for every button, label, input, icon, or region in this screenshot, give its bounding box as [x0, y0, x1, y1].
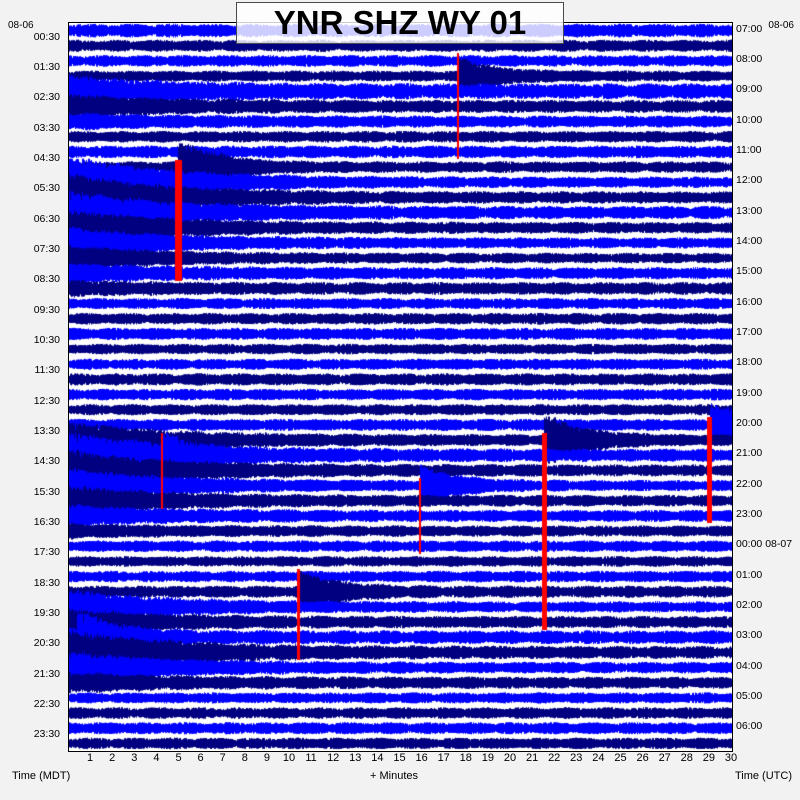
left-time-label: 18:30 [33, 576, 60, 589]
left-time-label: 19:30 [33, 607, 60, 619]
right-time-label: 22:00 [736, 477, 763, 490]
minute-tick-label: 1 [87, 752, 94, 764]
minute-tick-label: 30 [724, 752, 738, 764]
right-time-label: 09:00 [736, 83, 763, 96]
right-time-label: 15:00 [736, 265, 763, 278]
right-time-axis: 07:00 08:00 09:00 10:00 11:00 12:00 13:00 14:00… [734, 22, 800, 750]
left-time-label: 10:30 [33, 334, 60, 346]
left-time-label: 12:30 [33, 394, 60, 407]
left-time-label: 23:30 [33, 728, 60, 741]
right-time-label: 00:00 08-07 [736, 538, 793, 551]
title-box: YNR SHZ WY 01 [236, 2, 564, 44]
right-time-label: 20:00 [736, 416, 763, 429]
right-time-label: 08:00 [736, 52, 763, 65]
left-time-label: 21:30 [33, 667, 60, 680]
right-time-label: 02:00 [736, 598, 763, 611]
axis-caption-right: Time (UTC) [734, 770, 792, 782]
minute-axis: 1 2 3 4 5 6 7 8 9 10 11 12 13 14 15 16 17 18 19 20 21 22 23 24 2… [68, 752, 737, 768]
left-time-label: 02:30 [33, 91, 60, 104]
minute-tick-label: 15 [393, 752, 406, 764]
minute-tick-label: 8 [241, 752, 248, 764]
minute-tick-label: 10 [282, 752, 296, 764]
minute-tick-label: 13 [349, 752, 362, 764]
minute-tick-label: 3 [131, 752, 138, 764]
minute-tick-label: 5 [175, 752, 182, 764]
left-time-label: 06:30 [33, 212, 60, 225]
right-time-label: 14:00 [736, 234, 763, 247]
minute-tick-label: 18 [459, 752, 472, 764]
minute-tick-label: 29 [702, 752, 716, 764]
right-time-label: 11:00 [736, 143, 762, 156]
right-time-label: 01:00 [736, 568, 763, 581]
axis-caption-left: Time (MDT) [12, 770, 71, 782]
minute-tick-label: 9 [263, 752, 270, 764]
minute-tick-label: 7 [219, 752, 226, 764]
date-label-left: 08-06 [8, 20, 34, 31]
minute-tick-label: 16 [415, 752, 428, 764]
left-time-label: 17:30 [33, 546, 60, 559]
minute-tick-label: 28 [680, 752, 693, 764]
minute-tick-label: 12 [327, 752, 340, 764]
minute-tick-label: 25 [614, 752, 627, 764]
left-time-label: 14:30 [33, 455, 60, 468]
left-time-label: 04:30 [33, 152, 60, 164]
minute-tick-label: 24 [592, 752, 605, 764]
left-time-label: 20:30 [33, 637, 60, 650]
minute-tick-label: 26 [636, 752, 649, 764]
right-time-label: 21:00 [736, 447, 763, 460]
right-time-label: 12:00 [736, 174, 763, 187]
minute-tick-label: 23 [570, 752, 583, 764]
page-title: YNR SHZ WY 01 [273, 4, 527, 41]
left-time-label: 01:30 [33, 61, 60, 73]
right-time-label: 10:00 [736, 113, 763, 126]
right-time-label: 04:00 [736, 659, 763, 672]
left-time-label: 09:30 [33, 303, 60, 316]
left-time-label: 16:30 [33, 516, 60, 528]
left-time-axis: 00:30 01:30 02:30 03:30 04:30 05:30 06:30 07:30… [0, 22, 64, 750]
right-time-label: 05:00 [736, 689, 763, 702]
minute-tick-label: 27 [658, 752, 671, 764]
left-time-label: 15:30 [33, 485, 60, 498]
right-time-label: 07:00 [736, 22, 763, 35]
right-time-label: 23:00 [736, 507, 763, 520]
right-time-label: 03:00 [736, 629, 763, 642]
date-label-right: 08-06 [768, 20, 794, 31]
minute-tick-label: 4 [153, 752, 160, 764]
minute-tick-label: 17 [437, 752, 450, 764]
minute-tick-label: 2 [109, 752, 116, 764]
left-time-label: 07:30 [33, 243, 60, 255]
minute-tick-label: 21 [525, 752, 539, 764]
right-time-label: 13:00 [736, 204, 763, 217]
minute-tick-label: 20 [503, 752, 517, 764]
axis-caption-center: + Minutes [370, 770, 418, 782]
right-time-label: 19:00 [736, 386, 763, 399]
minute-tick-label: 14 [371, 752, 384, 764]
right-time-label: 06:00 [736, 720, 763, 733]
right-time-label: 18:00 [736, 356, 763, 369]
seismogram-canvas[interactable] [69, 23, 732, 751]
left-time-label: 13:30 [33, 425, 60, 437]
left-time-label: 08:30 [33, 273, 60, 286]
helicorder-plot[interactable] [68, 22, 733, 752]
minute-tick-label: 22 [548, 752, 561, 764]
left-time-label: 22:30 [33, 698, 60, 710]
minute-tick-label: 11 [305, 752, 317, 764]
minute-tick-label: 6 [197, 752, 204, 764]
left-time-label: 11:30 [34, 364, 61, 377]
left-time-label: 03:30 [33, 121, 60, 134]
left-time-label: 00:30 [33, 30, 60, 43]
right-time-label: 16:00 [736, 295, 763, 308]
right-time-label: 17:00 [736, 325, 763, 338]
left-time-label: 05:30 [33, 182, 60, 195]
minute-tick-label: 19 [481, 752, 495, 764]
